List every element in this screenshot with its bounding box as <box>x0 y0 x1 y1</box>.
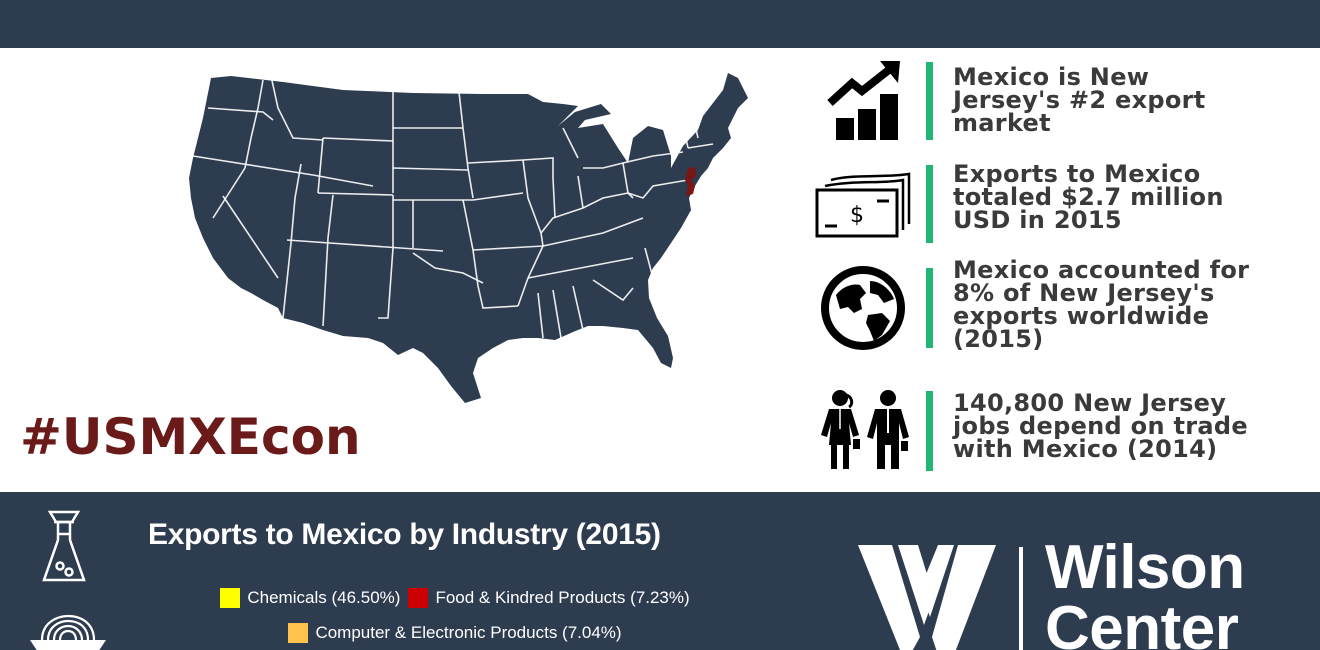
accent-bar <box>926 62 933 140</box>
legend-item-chemicals: Chemicals (46.50%) <box>220 588 400 608</box>
business-people-icon <box>808 388 918 472</box>
legend-swatch-food <box>408 588 429 608</box>
flask-icon <box>40 510 88 586</box>
noodle-bowl-icon <box>28 612 108 650</box>
us-map-outline <box>189 73 748 403</box>
svg-text:$: $ <box>850 203 864 228</box>
fact-export-total: $ Exports to Mexico totaled $2.7 million… <box>808 160 1308 245</box>
industry-panel <box>0 492 1320 650</box>
logo-divider <box>1019 547 1023 650</box>
us-map <box>183 68 753 418</box>
fact-text: 140,800 New Jersey jobs depend on trade … <box>953 389 1248 464</box>
legend-item-computer: Computer & Electronic Products (7.04%) <box>288 623 622 643</box>
growth-chart-icon <box>808 60 918 142</box>
fact-text: Mexico accounted for 8% of New Jersey's … <box>953 256 1250 354</box>
wilson-center-logo-mark <box>858 545 998 650</box>
legend-swatch-computer <box>288 623 309 643</box>
wilson-center-logo-text: Wilson Center <box>1045 533 1245 650</box>
accent-bar <box>926 391 933 471</box>
hashtag: #USMXEcon <box>20 408 361 466</box>
cash-stack-icon: $ <box>808 163 918 245</box>
accent-bar <box>926 268 933 348</box>
legend-row-2: Computer & Electronic Products (7.04%) <box>0 623 910 643</box>
legend-row-1: Chemicals (46.50%) Food & Kindred Produc… <box>0 588 910 608</box>
new-jersey-highlight <box>685 167 696 196</box>
fact-export-share: Mexico accounted for 8% of New Jersey's … <box>808 256 1308 362</box>
fact-jobs: 140,800 New Jersey jobs depend on trade … <box>808 388 1308 472</box>
legend-item-food: Food & Kindred Products (7.23%) <box>408 588 690 608</box>
fact-export-rank: Mexico is New Jersey's #2 export market <box>808 60 1308 142</box>
fact-text: Mexico is New Jersey's #2 export market <box>953 63 1206 138</box>
globe-icon <box>808 262 918 354</box>
industry-title: Exports to Mexico by Industry (2015) <box>148 518 661 551</box>
fact-text: Exports to Mexico totaled $2.7 million U… <box>953 160 1224 235</box>
header-bar <box>0 0 1320 48</box>
legend-swatch-chemicals <box>220 588 241 608</box>
accent-bar <box>926 165 933 243</box>
